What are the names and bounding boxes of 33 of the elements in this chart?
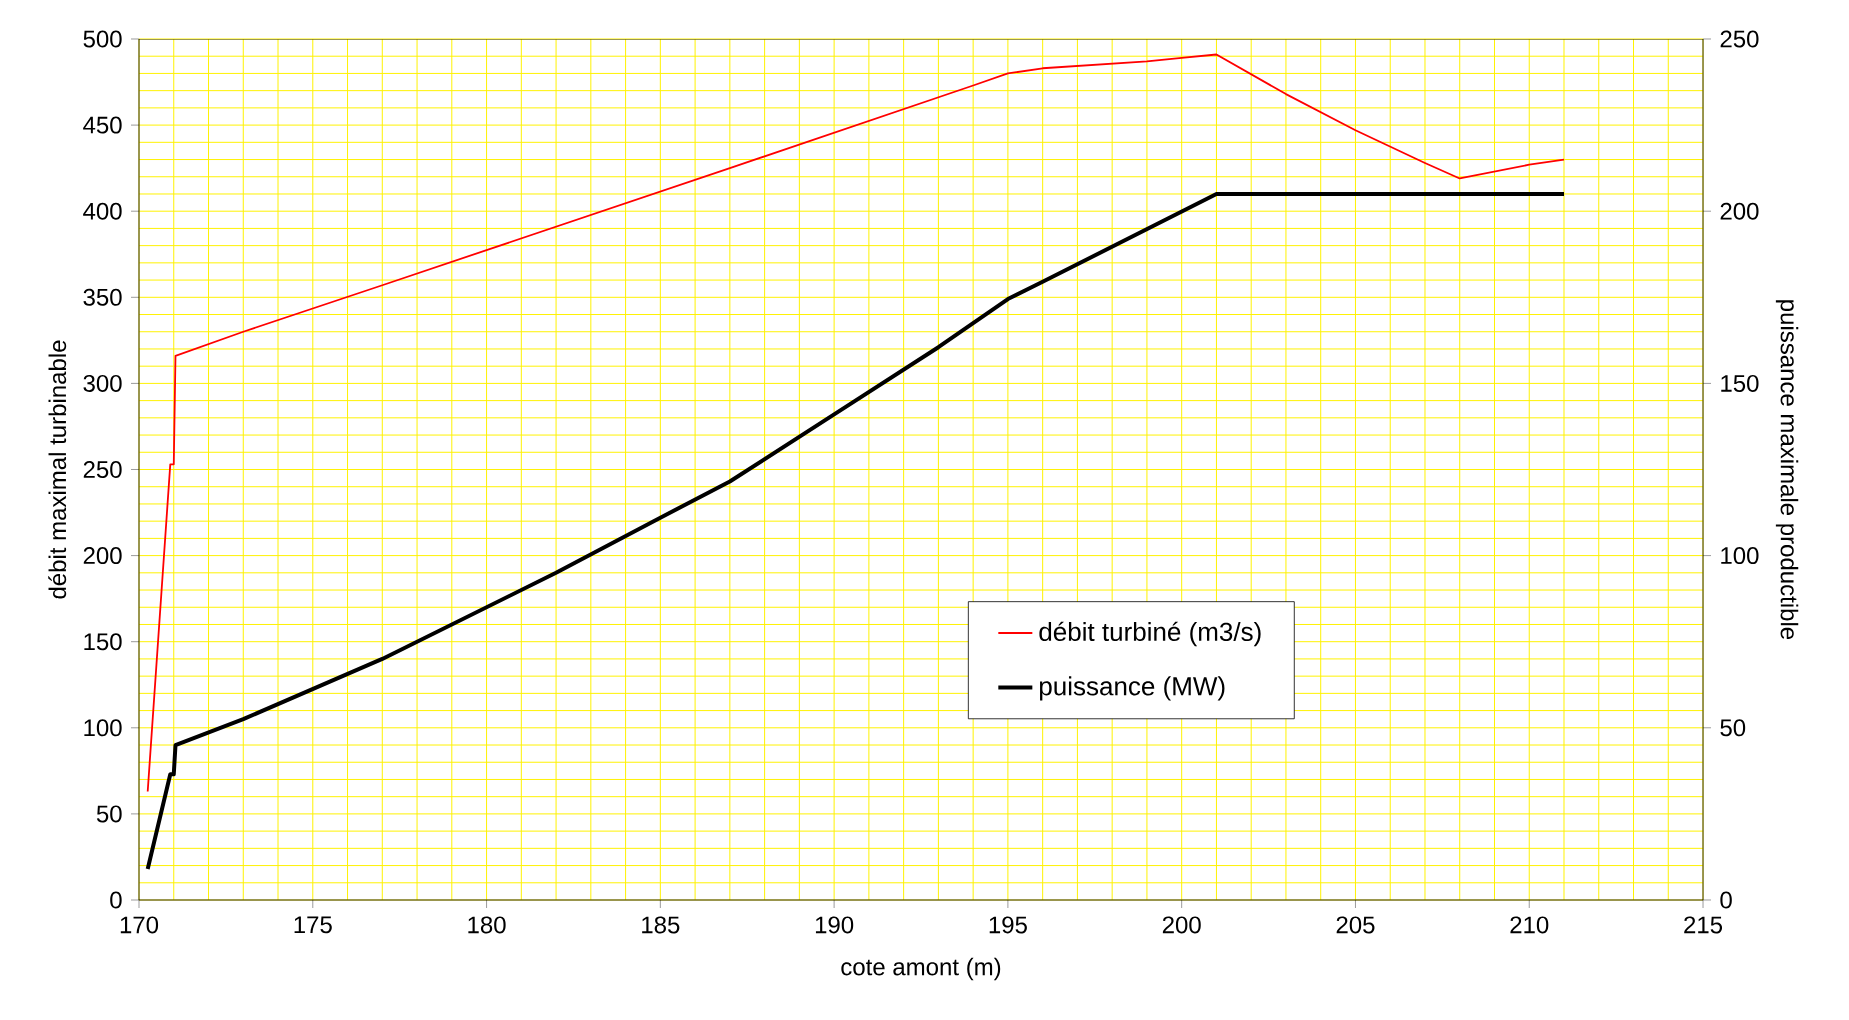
x-tick-label: 200 — [1162, 916, 1201, 934]
y2-tick-label: 200 — [1720, 202, 1759, 220]
x-tick-label: 180 — [468, 916, 506, 934]
x-tick-label: 210 — [1510, 916, 1549, 934]
y-tick-label: 200 — [83, 547, 122, 565]
y-axis-title: débit maximal turbinable — [48, 340, 67, 599]
y-tick-label: 150 — [84, 633, 122, 651]
y2-axis-title: puissance maximale productible — [1775, 300, 1799, 640]
y-tick-label: 100 — [84, 719, 122, 737]
y2-tick-label: 50 — [1720, 719, 1746, 737]
x-tick-label: 215 — [1684, 916, 1723, 934]
y-tick-label: 400 — [83, 202, 122, 220]
x-tick-label: 190 — [815, 916, 854, 934]
x-tick-label: 175 — [294, 916, 332, 934]
legend-label: puissance (MW) — [1040, 676, 1225, 701]
y-tick-label: 300 — [83, 374, 122, 392]
x-tick-label: 185 — [642, 916, 680, 934]
y2-tick-label: 0 — [1720, 891, 1732, 909]
x-tick-label: 205 — [1336, 916, 1375, 934]
line-series — [145, 191, 1566, 871]
y-tick-label: 50 — [96, 805, 122, 823]
y-tick-label: 500 — [83, 30, 122, 48]
y-tick-label: 250 — [83, 461, 122, 479]
y2-tick-label: 150 — [1721, 374, 1759, 392]
y2-tick-label: 250 — [1720, 30, 1759, 48]
x-tick-label: 195 — [989, 916, 1027, 934]
y-tick-label: 450 — [83, 116, 122, 134]
y2-tick-label: 100 — [1721, 547, 1759, 565]
y-tick-label: 0 — [110, 891, 122, 909]
x-tick-label: 170 — [120, 916, 159, 934]
x-axis-title: cote amont (m) — [841, 957, 1001, 981]
legend-label: débit turbiné (m3/s) — [1039, 621, 1261, 647]
y-tick-label: 350 — [83, 288, 122, 306]
